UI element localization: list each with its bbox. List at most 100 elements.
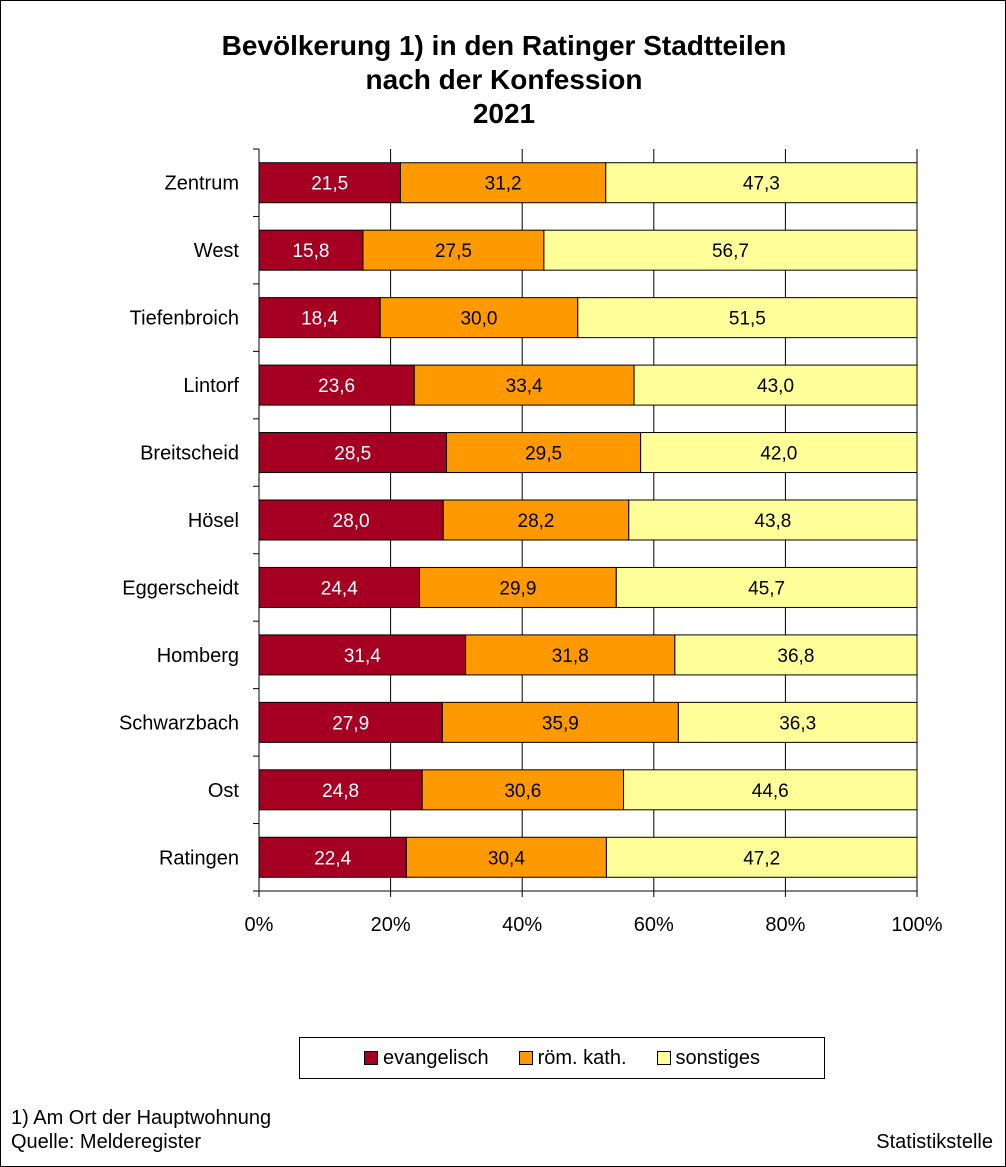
- data-label: 56,7: [712, 241, 749, 262]
- bar-segment: [258, 364, 415, 406]
- data-label: 44,6: [752, 781, 789, 802]
- bar-segment: [258, 769, 423, 811]
- category-label: Tiefenbroich: [130, 308, 239, 330]
- category-label: Ratingen: [159, 847, 239, 869]
- chart-title-line-2: nach der Konfession: [365, 64, 643, 95]
- bar-segment: [258, 162, 401, 204]
- data-label: 23,6: [318, 376, 355, 397]
- data-label: 30,4: [488, 848, 525, 869]
- x-tick-label: 80%: [765, 914, 805, 936]
- bar-segment: [465, 634, 676, 676]
- data-label: 51,5: [729, 309, 766, 330]
- data-label: 36,8: [777, 646, 814, 667]
- x-tick-label: 20%: [371, 914, 411, 936]
- data-label: 33,4: [506, 376, 543, 397]
- bar-segment: [677, 701, 918, 743]
- data-label: 30,6: [504, 781, 541, 802]
- data-label: 35,9: [542, 713, 579, 734]
- bar-segment: [258, 566, 421, 608]
- x-tick-label: 100%: [891, 914, 942, 936]
- data-label: 30,0: [460, 309, 497, 330]
- data-label: 43,8: [754, 511, 791, 532]
- bar-segment: [379, 297, 579, 339]
- data-label: 47,3: [743, 174, 780, 195]
- data-label: 27,9: [332, 713, 369, 734]
- bar-segment: [543, 229, 918, 271]
- data-label: 31,8: [552, 646, 589, 667]
- bar-segment: [441, 701, 679, 743]
- credit-note: Statistikstelle: [876, 1131, 993, 1153]
- data-label: 24,8: [322, 781, 359, 802]
- data-label: 42,0: [760, 444, 797, 465]
- chart-title: Bevölkerung 1) in den Ratinger Stadtteil…: [1, 29, 1006, 131]
- bar-segment: [258, 297, 381, 339]
- x-tick-label: 0%: [245, 914, 274, 936]
- footnote: 1) Am Ort der Hauptwohnung: [11, 1107, 272, 1129]
- legend-swatch-evangelisch: [363, 1051, 378, 1065]
- data-label: 45,7: [748, 578, 785, 599]
- bar-segment: [605, 836, 918, 878]
- category-label: West: [194, 240, 240, 262]
- data-label: 31,4: [344, 646, 381, 667]
- legend-swatch-roem-kath: [518, 1051, 533, 1065]
- bar-segment: [258, 836, 407, 878]
- data-label: 29,5: [525, 444, 562, 465]
- data-label: 47,2: [743, 848, 780, 869]
- category-label: Hösel: [188, 510, 239, 532]
- data-label: 36,3: [779, 713, 816, 734]
- source-note: Quelle: Melderegister: [11, 1131, 202, 1153]
- bar-segment: [258, 499, 444, 541]
- category-label: Zentrum: [165, 173, 239, 195]
- data-label: 31,2: [485, 174, 522, 195]
- data-label: 15,8: [292, 241, 329, 262]
- bar-segment: [399, 162, 607, 204]
- data-label: 28,2: [518, 511, 555, 532]
- bar-segment: [628, 499, 918, 541]
- data-label: 43,0: [757, 376, 794, 397]
- data-label: 24,4: [321, 578, 358, 599]
- bar-segment: [258, 634, 467, 676]
- chart-title-line-1: Bevölkerung 1) in den Ratinger Stadtteil…: [221, 30, 787, 61]
- category-label: Lintorf: [183, 375, 239, 397]
- bar-segment: [421, 769, 625, 811]
- legend-item-evangelisch: evangelisch: [363, 1046, 489, 1070]
- chart-legend: evangelisch röm. kath. sonstiges: [299, 1037, 825, 1079]
- x-tick-label: 60%: [634, 914, 674, 936]
- category-label: Breitscheid: [140, 443, 239, 465]
- data-label: 28,5: [334, 444, 371, 465]
- legend-label-roem-kath: röm. kath.: [537, 1046, 627, 1069]
- bar-segment: [577, 297, 918, 339]
- data-label: 21,5: [311, 174, 348, 195]
- x-tick-label: 40%: [502, 914, 542, 936]
- category-label: Homberg: [157, 645, 239, 667]
- bar-segment: [405, 836, 607, 878]
- legend-swatch-sonstiges: [656, 1051, 671, 1065]
- category-label: Schwarzbach: [119, 712, 239, 734]
- bar-segment: [633, 364, 918, 406]
- bar-segment: [419, 566, 617, 608]
- bar-segment: [258, 432, 448, 474]
- data-label: 22,4: [314, 848, 351, 869]
- bar-segment: [640, 432, 918, 474]
- bar-segment: [362, 229, 545, 271]
- data-label: 27,5: [435, 241, 472, 262]
- data-label: 18,4: [301, 309, 338, 330]
- data-label: 29,9: [499, 578, 536, 599]
- legend-item-roem-kath: röm. kath.: [518, 1046, 627, 1070]
- bar-segment: [605, 162, 918, 204]
- legend-item-sonstiges: sonstiges: [656, 1046, 761, 1070]
- category-label: Eggerscheidt: [122, 577, 239, 599]
- bar-segment: [674, 634, 918, 676]
- data-label: 28,0: [333, 511, 370, 532]
- bar-segment: [442, 499, 630, 541]
- legend-label-sonstiges: sonstiges: [675, 1046, 761, 1069]
- category-label: Ost: [208, 780, 240, 802]
- bar-segment: [258, 701, 443, 743]
- bar-segment: [623, 769, 918, 811]
- bar-segment: [446, 432, 642, 474]
- bar-segment: [413, 364, 635, 406]
- legend-label-evangelisch: evangelisch: [382, 1046, 489, 1069]
- chart-title-line-3: 2021: [472, 98, 536, 129]
- bar-segment: [615, 566, 918, 608]
